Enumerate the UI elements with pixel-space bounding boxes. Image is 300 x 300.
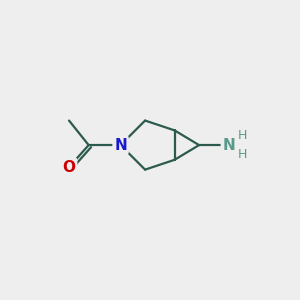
Text: H: H <box>237 148 247 161</box>
Text: N: N <box>222 138 235 153</box>
Text: H: H <box>237 129 247 142</box>
Text: N: N <box>114 138 127 153</box>
Text: O: O <box>62 160 76 175</box>
